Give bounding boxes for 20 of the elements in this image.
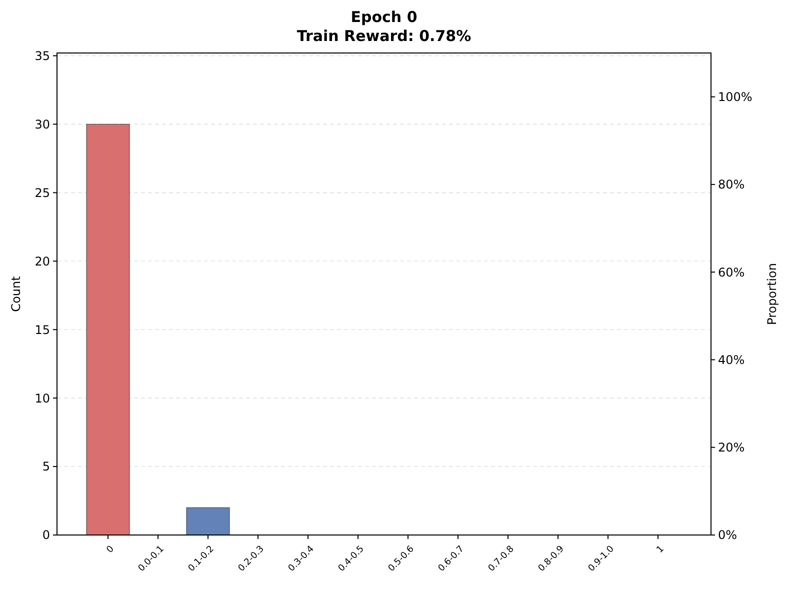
y2-tick-label: 60%: [718, 265, 745, 280]
x-tick-label: 0: [105, 544, 117, 556]
y-axis-title: Count: [9, 276, 23, 312]
y-tick-label: 20: [34, 254, 50, 268]
y-tick-label: 35: [34, 48, 50, 63]
y2-tick-label: 40%: [718, 352, 745, 367]
y-tick-label: 5: [42, 460, 50, 474]
y-tick-label: 10: [34, 391, 50, 406]
chart-subtitle: Train Reward: 0.78%: [296, 27, 472, 45]
y-tick-label: 15: [34, 322, 50, 337]
y-tick-label: 0: [42, 528, 50, 542]
y2-axis-title: Proportion: [765, 263, 779, 325]
y2-tick-label: 20%: [718, 440, 745, 455]
x-tick-label: 1: [655, 544, 666, 556]
y2-tick-label: 100%: [718, 90, 752, 104]
y-tick-label: 30: [34, 117, 50, 132]
chart-title: Epoch 0: [350, 8, 418, 26]
y2-tick-label: 80%: [718, 178, 745, 192]
y2-tick-label: 0%: [718, 528, 738, 542]
y-tick-label: 25: [34, 186, 50, 200]
